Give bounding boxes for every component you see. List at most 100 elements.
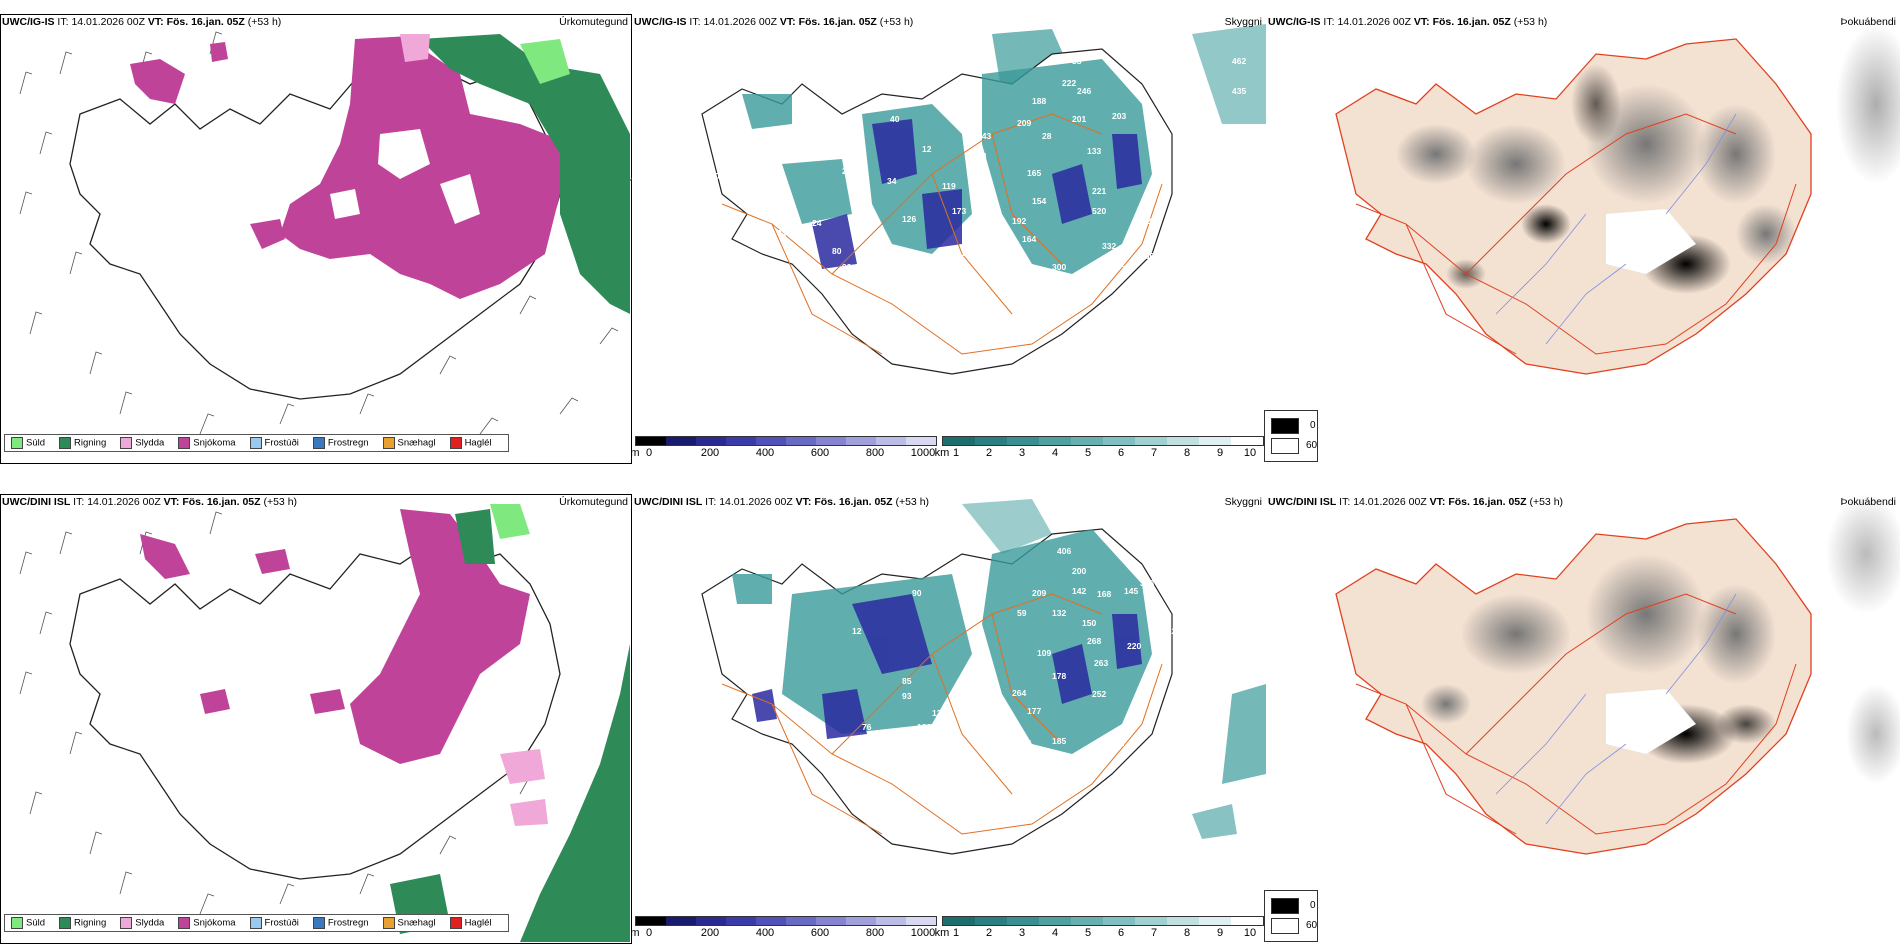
- vis-label: 59: [1017, 608, 1027, 618]
- vis-label: 209: [1032, 588, 1046, 598]
- low-visibility-blue: [752, 594, 1142, 739]
- road-network: [1355, 113, 1797, 355]
- colorbar-visibility-ticks: km 1 2 3 4 5 6 7 8 9 10: [935, 926, 1264, 940]
- vis-label: 224: [1092, 754, 1106, 764]
- valid-time: Fös. 16.jan. 05Z: [798, 16, 877, 28]
- vis-label: 121: [917, 722, 931, 732]
- fog-key-label: 0: [1310, 420, 1316, 431]
- visibility-header: UWC/DINI ISL IT: 14.01.2026 00Z VT: Fös.…: [634, 496, 929, 508]
- vis-label: 168: [1017, 738, 1031, 748]
- tick-label: 2: [985, 927, 993, 939]
- road-network: [721, 593, 1163, 835]
- fog-panel-bottom: UWC/DINI ISL IT: 14.01.2026 00Z VT: Fös.…: [1266, 494, 1900, 944]
- tick-label: 800: [865, 447, 885, 459]
- colorbar-visibility: km 1 2 3 4 5 6 7 8 9 10: [935, 436, 1264, 460]
- vis-label: 93: [902, 691, 912, 701]
- precip-header: UWC/DINI ISL IT: 14.01.2026 00Z VT: Fös.…: [2, 496, 297, 508]
- vis-label: 40: [890, 114, 900, 124]
- vis-label: 40: [710, 171, 720, 181]
- vis-label: 207: [1112, 738, 1126, 748]
- legend-item-snow-pellets: Snæhagl: [382, 917, 436, 929]
- vis-label: 462: [1232, 56, 1246, 66]
- tick-label: 0: [645, 927, 653, 939]
- init-time: 14.01.2026 00Z: [1353, 496, 1427, 508]
- legend-item-snow: Snjókoma: [178, 437, 236, 449]
- it-label: IT:: [1323, 16, 1335, 28]
- legend-item-freezing-drizzle: Frostúði: [249, 917, 299, 929]
- precip-map-bottom: [19, 504, 630, 942]
- vt-label: VT:: [779, 16, 796, 28]
- tick-label: 2: [985, 447, 993, 459]
- colorbar-visibility-bar: [942, 436, 1264, 446]
- vis-label: 70: [847, 748, 857, 758]
- legend-item-freezing-drizzle: Frostúði: [249, 437, 299, 449]
- wind-barbs: [19, 511, 531, 915]
- vis-label: 28: [1042, 131, 1052, 141]
- model-name: UWC/DINI ISL: [1268, 496, 1337, 508]
- vis-label: 203: [1112, 111, 1126, 121]
- tick-label: 7: [1150, 927, 1158, 939]
- legend-item-sleet: Slydda: [120, 917, 164, 929]
- vis-label: 178: [1052, 671, 1066, 681]
- legend-item-drizzle: Súld: [11, 917, 45, 929]
- vis-label: 188: [1032, 96, 1046, 106]
- vt-label: VT:: [147, 16, 164, 28]
- unit-label: km: [934, 447, 950, 459]
- vis-label: 126: [902, 214, 916, 224]
- init-time: 14.01.2026 00Z: [71, 16, 145, 28]
- unit-label: m: [632, 927, 640, 939]
- vt-label: VT:: [1413, 16, 1430, 28]
- visibility-values: 33 462 435 188 222 246 40 209 201 203 96…: [710, 56, 1246, 292]
- vis-label: 266: [1140, 251, 1154, 261]
- fog-header: UWC/DINI ISL IT: 14.01.2026 00Z VT: Fös.…: [1268, 496, 1563, 508]
- visibility-header: UWC/IG-IS IT: 14.01.2026 00Z VT: Fös. 16…: [634, 16, 913, 28]
- vis-label: 209: [1017, 118, 1031, 128]
- tick-label: 9: [1216, 447, 1224, 459]
- valid-time: Fös. 16.jan. 05Z: [1432, 16, 1511, 28]
- vis-label: 102: [1162, 626, 1176, 636]
- legend-item-rain: Rigning: [59, 437, 106, 449]
- vis-label: 263: [1094, 658, 1108, 668]
- visibility-panel-title: Skyggni: [1224, 16, 1262, 28]
- vis-label: 520: [1092, 206, 1106, 216]
- vis-label: 77: [872, 742, 882, 752]
- it-label: IT:: [689, 16, 701, 28]
- tick-label: 3: [1018, 447, 1026, 459]
- fog-key-label: 60: [1306, 920, 1318, 931]
- vis-label: 133: [1087, 146, 1101, 156]
- vis-label: 85: [902, 676, 912, 686]
- tick-label: 1: [952, 927, 960, 939]
- model-name: UWC/IG-IS: [634, 16, 687, 28]
- lead-time: (+53 h): [1529, 496, 1564, 508]
- vis-label: 165: [1027, 168, 1041, 178]
- tick-label: 6: [1117, 927, 1125, 939]
- tick-label: 1: [952, 447, 960, 459]
- valid-time: Fös. 16.jan. 05Z: [814, 496, 893, 508]
- fog-key-item: [1271, 416, 1311, 436]
- vis-label: 177: [1027, 706, 1041, 716]
- vis-label: 185: [1052, 736, 1066, 746]
- vis-label: 236: [1157, 146, 1171, 156]
- precip-header: UWC/IG-IS IT: 14.01.2026 00Z VT: Fös. 16…: [2, 16, 281, 28]
- tick-label: 5: [1084, 447, 1092, 459]
- precip-legend: Súld Rigning Slydda Snjókoma Frostúði Fr…: [4, 434, 509, 452]
- vis-label: 246: [1077, 86, 1091, 96]
- visibility-panel-top: 33 462 435 188 222 246 40 209 201 203 96…: [632, 14, 1266, 464]
- tick-label: 200: [700, 927, 720, 939]
- visibility-panel-bottom: 406 200 313 90 209 142 168 145 59 132 15…: [632, 494, 1266, 944]
- colorbar-elevation-bar: [635, 916, 937, 926]
- vis-label: 201: [1072, 114, 1086, 124]
- lead-time: (+53 h): [895, 496, 930, 508]
- vis-label: 12: [852, 626, 862, 636]
- precip-panel-title: Úrkomutegund: [559, 496, 628, 508]
- colorbar-elevation: m 0 200 400 600 800 1000: [632, 436, 937, 460]
- vis-label: 406: [1057, 546, 1071, 556]
- tick-label: 8: [1183, 447, 1191, 459]
- colorbar-elevation-ticks: m 0 200 400 600 800 1000: [632, 446, 937, 460]
- model-name: UWC/DINI ISL: [634, 496, 703, 508]
- vis-label: 33: [1072, 56, 1082, 66]
- vis-label: 49: [1087, 282, 1097, 292]
- vis-label: 268: [1087, 636, 1101, 646]
- vis-label: 183: [1172, 216, 1186, 226]
- vt-label: VT:: [1429, 496, 1446, 508]
